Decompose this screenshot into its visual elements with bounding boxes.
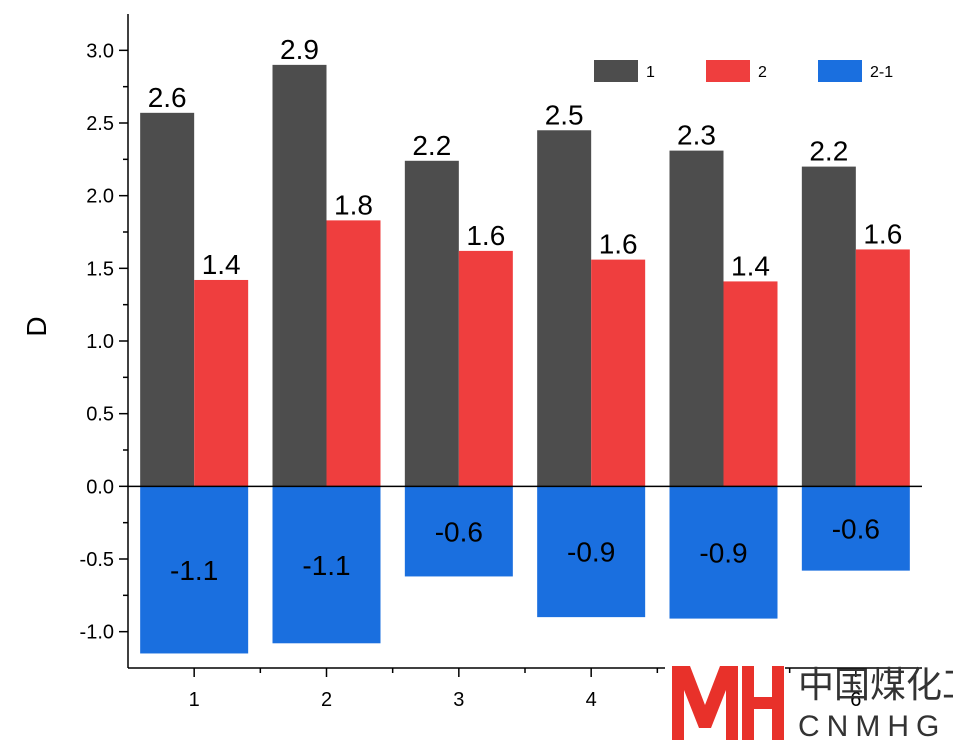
legend-swatch-2-1 bbox=[818, 60, 862, 82]
legend-label-2: 2 bbox=[758, 64, 767, 81]
data-label-series-3-cat-3: -0.6 bbox=[435, 516, 483, 547]
data-label-series-2-cat-3: 1.6 bbox=[466, 220, 505, 251]
bar-series-3-cat-1 bbox=[140, 486, 249, 654]
y-tick-label: 0.0 bbox=[86, 476, 114, 498]
bar-series-1-cat-2 bbox=[272, 64, 327, 487]
data-label-series-1-cat-6: 2.2 bbox=[809, 136, 848, 167]
bar-series-2-cat-1 bbox=[194, 279, 249, 487]
x-tick-label: 3 bbox=[453, 689, 464, 711]
y-tick-label: 0.5 bbox=[86, 404, 114, 426]
bar-series-2-cat-6 bbox=[855, 249, 910, 487]
legend-label-1: 1 bbox=[646, 64, 655, 81]
y-tick-label: 1.5 bbox=[86, 258, 114, 280]
data-label-series-2-cat-6: 1.6 bbox=[863, 218, 902, 249]
bar-series-1-cat-1 bbox=[140, 112, 195, 487]
watermark-english: CNMHG bbox=[798, 710, 946, 743]
y-tick-label: 1.0 bbox=[86, 331, 114, 353]
y-tick-label: -0.5 bbox=[80, 549, 114, 571]
data-label-series-2-cat-1: 1.4 bbox=[202, 249, 241, 280]
y-tick-label: 2.5 bbox=[86, 113, 114, 135]
bar-series-1-cat-3 bbox=[404, 160, 459, 487]
bar-series-3-cat-5 bbox=[669, 486, 778, 619]
y-tick-label: -1.0 bbox=[80, 622, 114, 644]
x-tick-label: 6 bbox=[850, 689, 861, 711]
y-tick-label: 2.0 bbox=[86, 186, 114, 208]
x-tick-label: 1 bbox=[189, 689, 200, 711]
data-label-series-3-cat-4: -0.9 bbox=[567, 537, 615, 568]
data-label-series-1-cat-1: 2.6 bbox=[148, 82, 187, 113]
data-label-series-1-cat-4: 2.5 bbox=[545, 99, 584, 130]
watermark-logo: 中国煤化工 CNMHG bbox=[665, 662, 953, 744]
x-tick-label: 4 bbox=[586, 689, 597, 711]
data-label-series-1-cat-5: 2.3 bbox=[677, 120, 716, 151]
data-label-series-3-cat-1: -1.1 bbox=[170, 555, 218, 586]
bar-series-1-cat-4 bbox=[537, 130, 592, 487]
data-label-series-3-cat-6: -0.6 bbox=[832, 513, 880, 544]
bar-series-2-cat-4 bbox=[591, 259, 646, 487]
bar-series-2-cat-3 bbox=[458, 250, 513, 487]
data-label-series-2-cat-2: 1.8 bbox=[334, 189, 373, 220]
logo-mark-icon bbox=[665, 662, 785, 744]
bar-series-1-cat-6 bbox=[801, 166, 856, 487]
bars-group bbox=[140, 64, 910, 654]
data-label-series-3-cat-5: -0.9 bbox=[699, 537, 747, 568]
bar-series-3-cat-6 bbox=[801, 486, 910, 571]
data-label-series-2-cat-5: 1.4 bbox=[731, 250, 770, 281]
data-label-series-2-cat-4: 1.6 bbox=[599, 229, 638, 260]
legend-label-2-1: 2-1 bbox=[870, 64, 893, 81]
bar-series-3-cat-4 bbox=[537, 486, 646, 618]
legend-swatch-2 bbox=[706, 60, 750, 82]
watermark-chinese: 中国煤化工 bbox=[798, 665, 953, 706]
data-label-series-1-cat-2: 2.9 bbox=[280, 34, 319, 65]
bar-series-1-cat-5 bbox=[669, 150, 724, 487]
data-labels-group: 2.6 1.4 -1.1 2.9 1.8 -1.1 2.2 1.6 -0.6 2.5 1.6 -0.9… bbox=[148, 34, 903, 586]
bar-series-3-cat-3 bbox=[404, 486, 513, 577]
bar-series-3-cat-2 bbox=[272, 486, 381, 644]
y-axis-label: D bbox=[21, 316, 52, 336]
data-label-series-1-cat-3: 2.2 bbox=[412, 130, 451, 161]
legend: 1 2 2-1 bbox=[594, 60, 893, 82]
legend-swatch-1 bbox=[594, 60, 638, 82]
y-tick-label: 3.0 bbox=[86, 40, 114, 62]
bar-series-2-cat-5 bbox=[723, 281, 778, 487]
data-label-series-3-cat-2: -1.1 bbox=[302, 550, 350, 581]
bar-series-2-cat-2 bbox=[326, 220, 381, 487]
x-tick-label: 2 bbox=[321, 689, 332, 711]
axes-group: -1.0-0.50.00.51.01.52.02.53.0123456 bbox=[80, 14, 922, 711]
